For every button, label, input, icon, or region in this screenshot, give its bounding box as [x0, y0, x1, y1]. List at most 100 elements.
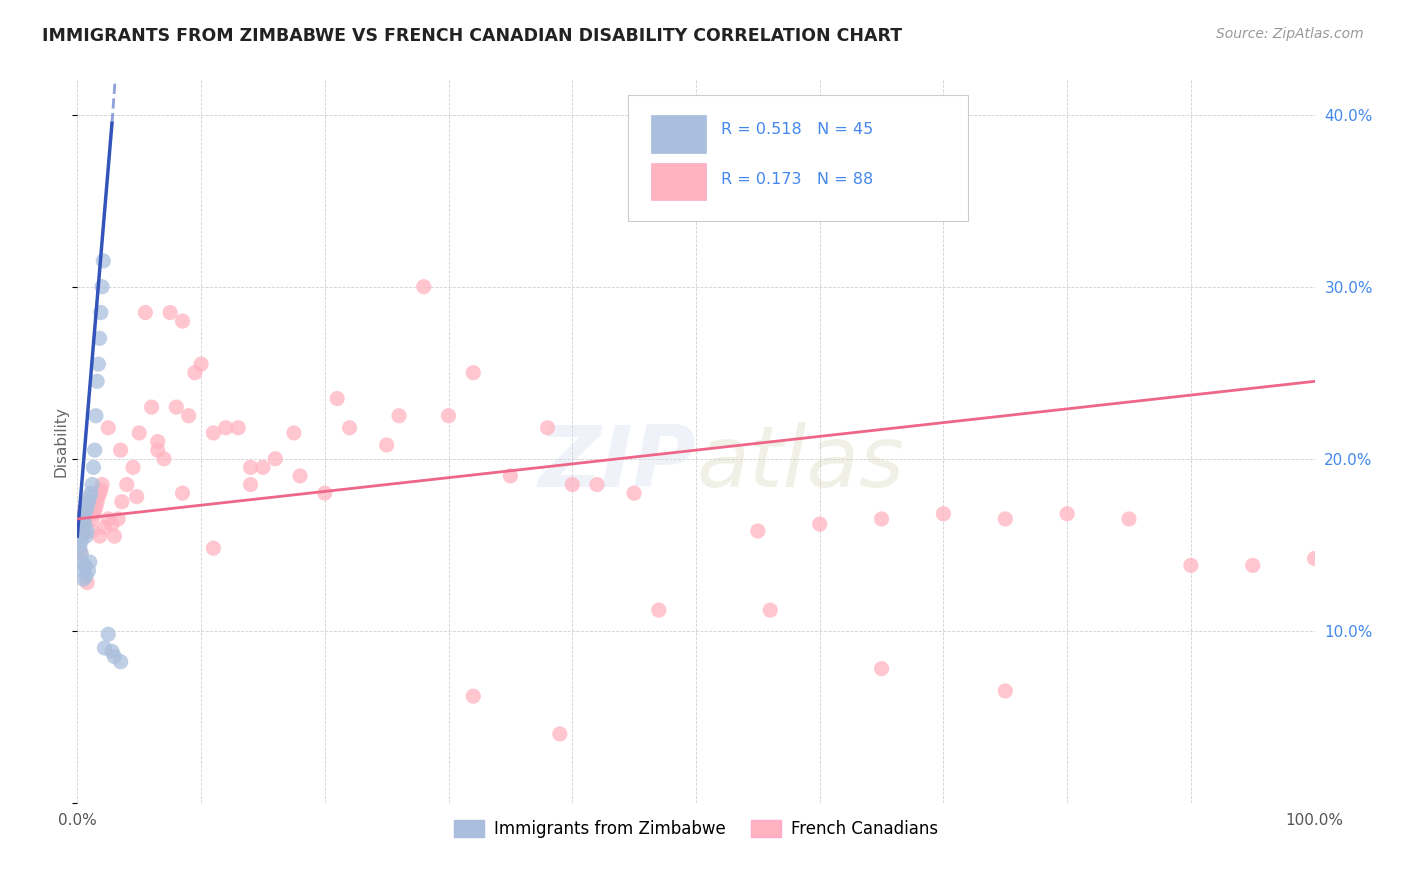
Point — [77, 494, 100, 508]
Point — [72, 555, 94, 569]
Point — [115, 477, 138, 491]
Point — [70, 517, 93, 532]
Point — [76, 575, 98, 590]
Point — [97, 421, 120, 435]
FancyBboxPatch shape — [628, 95, 969, 221]
Point — [67, 517, 90, 532]
Point — [91, 477, 114, 491]
Point — [141, 400, 163, 414]
Point — [463, 689, 485, 703]
Point — [70, 529, 93, 543]
Point — [548, 727, 571, 741]
Point — [239, 460, 262, 475]
Point — [69, 524, 91, 538]
Point — [76, 500, 98, 514]
Point — [72, 524, 94, 538]
Point — [91, 253, 114, 268]
Point — [72, 529, 94, 543]
Point — [89, 331, 111, 345]
Point — [83, 503, 105, 517]
Point — [107, 512, 129, 526]
Point — [184, 366, 207, 380]
Point — [202, 541, 225, 556]
Point — [84, 409, 107, 423]
Point — [685, 202, 707, 217]
Point — [146, 434, 169, 449]
Point — [375, 438, 398, 452]
Point — [159, 305, 181, 319]
Point — [72, 524, 94, 538]
Point — [73, 517, 96, 532]
Point — [759, 603, 782, 617]
Point — [326, 392, 349, 406]
Point — [73, 507, 96, 521]
Point — [97, 627, 120, 641]
Point — [648, 603, 671, 617]
Point — [73, 558, 96, 573]
Point — [69, 541, 91, 556]
Point — [76, 503, 98, 517]
Point — [586, 477, 609, 491]
Point — [72, 517, 94, 532]
Point — [202, 425, 225, 440]
Point — [77, 564, 100, 578]
Point — [79, 490, 101, 504]
Point — [87, 490, 110, 504]
Point — [101, 517, 124, 532]
Point — [86, 494, 108, 508]
Point — [89, 529, 111, 543]
Point — [69, 512, 91, 526]
Point — [67, 529, 90, 543]
Point — [994, 684, 1017, 698]
Point — [128, 425, 150, 440]
Point — [122, 460, 145, 475]
Legend: Immigrants from Zimbabwe, French Canadians: Immigrants from Zimbabwe, French Canadia… — [447, 814, 945, 845]
Text: atlas: atlas — [696, 422, 904, 505]
Point — [93, 640, 115, 655]
Point — [177, 409, 200, 423]
Point — [623, 486, 645, 500]
Text: R = 0.173   N = 88: R = 0.173 N = 88 — [721, 171, 873, 186]
Point — [870, 662, 893, 676]
Point — [288, 469, 311, 483]
Point — [239, 477, 262, 491]
Point — [75, 529, 97, 543]
Point — [72, 524, 94, 538]
Point — [93, 520, 115, 534]
Point — [932, 507, 955, 521]
Point — [73, 512, 96, 526]
Point — [1241, 558, 1264, 573]
Point — [77, 507, 100, 521]
Point — [103, 649, 125, 664]
Text: IMMIGRANTS FROM ZIMBABWE VS FRENCH CANADIAN DISABILITY CORRELATION CHART: IMMIGRANTS FROM ZIMBABWE VS FRENCH CANAD… — [42, 27, 903, 45]
Point — [86, 375, 108, 389]
Point — [437, 409, 460, 423]
Point — [72, 572, 94, 586]
Point — [101, 644, 124, 658]
Point — [870, 512, 893, 526]
Point — [153, 451, 176, 466]
Point — [314, 486, 336, 500]
Point — [80, 486, 103, 500]
Point — [80, 500, 103, 514]
Point — [499, 469, 522, 483]
FancyBboxPatch shape — [651, 115, 706, 153]
Point — [83, 443, 105, 458]
Point — [215, 421, 238, 435]
Point — [70, 534, 93, 549]
Point — [69, 512, 91, 526]
Point — [82, 507, 104, 521]
Point — [70, 546, 93, 560]
Point — [339, 421, 361, 435]
Point — [190, 357, 212, 371]
Point — [79, 555, 101, 569]
FancyBboxPatch shape — [651, 162, 706, 200]
Point — [252, 460, 274, 475]
Point — [165, 400, 187, 414]
Point — [72, 564, 94, 578]
Point — [1180, 558, 1202, 573]
Point — [1303, 551, 1326, 566]
Point — [75, 500, 97, 514]
Point — [79, 494, 101, 508]
Point — [1056, 507, 1078, 521]
